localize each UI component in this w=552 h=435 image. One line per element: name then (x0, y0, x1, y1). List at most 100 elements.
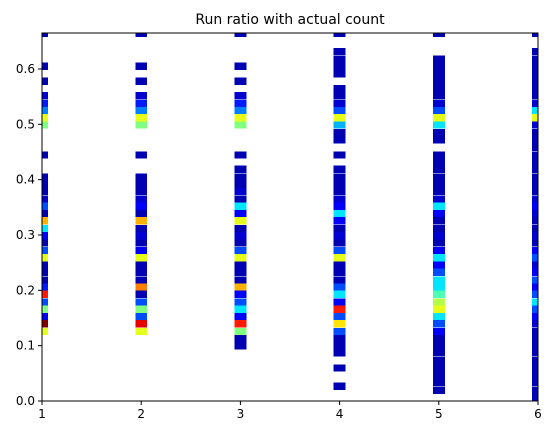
heatmap-cell (234, 342, 247, 350)
heatmap-cell (234, 276, 247, 284)
heatmap-cell (333, 114, 346, 122)
heatmap-cell (234, 305, 247, 314)
heatmap-cell (135, 261, 148, 269)
heatmap-cell (532, 158, 538, 166)
heatmap-cell (333, 239, 346, 247)
heatmap-cell (234, 320, 247, 328)
x-tick-label: 4 (336, 407, 344, 421)
heatmap-cell (432, 209, 445, 218)
heatmap-cell (432, 357, 445, 365)
heatmap-cell (432, 195, 445, 203)
heatmap-cell (532, 33, 538, 37)
heatmap-cell (42, 121, 48, 129)
heatmap-cell (42, 290, 48, 299)
heatmap-cell (532, 268, 538, 276)
heatmap-cell (432, 261, 445, 269)
heatmap-cell (333, 382, 346, 390)
heatmap-cell (234, 283, 247, 291)
heatmap-cell (234, 232, 247, 240)
heatmap-cell (234, 106, 247, 115)
heatmap-cell (234, 195, 247, 203)
heatmap-cell (532, 106, 538, 115)
x-tick-label: 2 (137, 407, 145, 421)
heatmap-cell (532, 349, 538, 357)
heatmap-cell (333, 217, 346, 225)
heatmap-cell (432, 187, 445, 196)
heatmap-cell (333, 106, 346, 115)
heatmap-cell (234, 224, 247, 233)
heatmap-cell (532, 246, 538, 255)
heatmap-cell (42, 187, 48, 196)
heatmap-cell (42, 232, 48, 240)
heatmap-cell (42, 312, 48, 321)
heatmap-cell (42, 327, 48, 336)
heatmap-cell (532, 312, 538, 321)
heatmap-cell (234, 114, 247, 122)
x-axis: 1 2 3 4 5 6 (38, 401, 542, 421)
heatmap-cell (532, 298, 538, 306)
heatmap-cell (234, 180, 247, 188)
heatmap-cell (135, 268, 148, 276)
heatmap-cell (135, 239, 148, 247)
heatmap-cell (432, 349, 445, 357)
heatmap-cell (333, 129, 346, 137)
heatmap-cell (532, 357, 538, 365)
heatmap-cell (42, 114, 48, 122)
heatmap-cell (333, 305, 346, 314)
heatmap-cell (333, 121, 346, 129)
heatmap-cell (42, 173, 48, 181)
heatmap-cell (42, 276, 48, 284)
heatmap-cell (532, 121, 538, 129)
heatmap-cell (333, 364, 346, 372)
heatmap-cell (234, 121, 247, 129)
heatmap-cell (432, 217, 445, 225)
y-tick-label: 0.6 (16, 62, 35, 76)
heatmap-cell (135, 217, 148, 225)
heatmap-cell (432, 305, 445, 314)
heatmap-cell (532, 99, 538, 108)
heatmap-cell (432, 180, 445, 188)
heatmap-cell (333, 47, 346, 56)
y-tick-label: 0.0 (16, 394, 35, 408)
heatmap-cell (42, 202, 48, 211)
heatmap-cell (532, 62, 538, 71)
heatmap-cell (432, 69, 445, 78)
heatmap-cell (432, 99, 445, 108)
heatmap-cell (234, 173, 247, 181)
heatmap-cell (532, 47, 538, 56)
chart-title: Run ratio with actual count (195, 12, 385, 28)
heatmap-cell (234, 62, 247, 71)
heatmap-cell (432, 224, 445, 233)
heatmap-cell (234, 290, 247, 299)
heatmap-cell (432, 371, 445, 379)
heatmap-cell (532, 84, 538, 93)
heatmap-cell (42, 92, 48, 100)
heatmap-cell (432, 364, 445, 372)
heatmap-cell (135, 33, 148, 37)
heatmap-cell (333, 136, 346, 144)
heatmap-cell (432, 55, 445, 63)
heatmap-cell (532, 386, 538, 394)
heatmap-cell (532, 217, 538, 225)
heatmap-cell (135, 327, 148, 336)
heatmap-cell (234, 187, 247, 196)
heatmap-cell (532, 224, 538, 233)
heatmap-cell (532, 173, 538, 181)
heatmap-cell (135, 202, 148, 211)
heatmap-cell (532, 92, 538, 100)
heatmap-cell (532, 143, 538, 151)
heatmap-cell (42, 151, 48, 159)
heatmap-cell (42, 254, 48, 262)
heatmap-cell (333, 298, 346, 306)
heatmap-cell (135, 77, 148, 86)
heatmap-cell (532, 129, 538, 137)
heatmap-cell (135, 92, 148, 100)
heatmap-cell (532, 276, 538, 284)
heatmap-cell (532, 114, 538, 122)
heatmap-cell (532, 261, 538, 269)
heatmap-cell (234, 151, 247, 159)
heatmap-cell (42, 99, 48, 108)
heatmap-cell (432, 268, 445, 276)
heatmap-cell (234, 77, 247, 86)
